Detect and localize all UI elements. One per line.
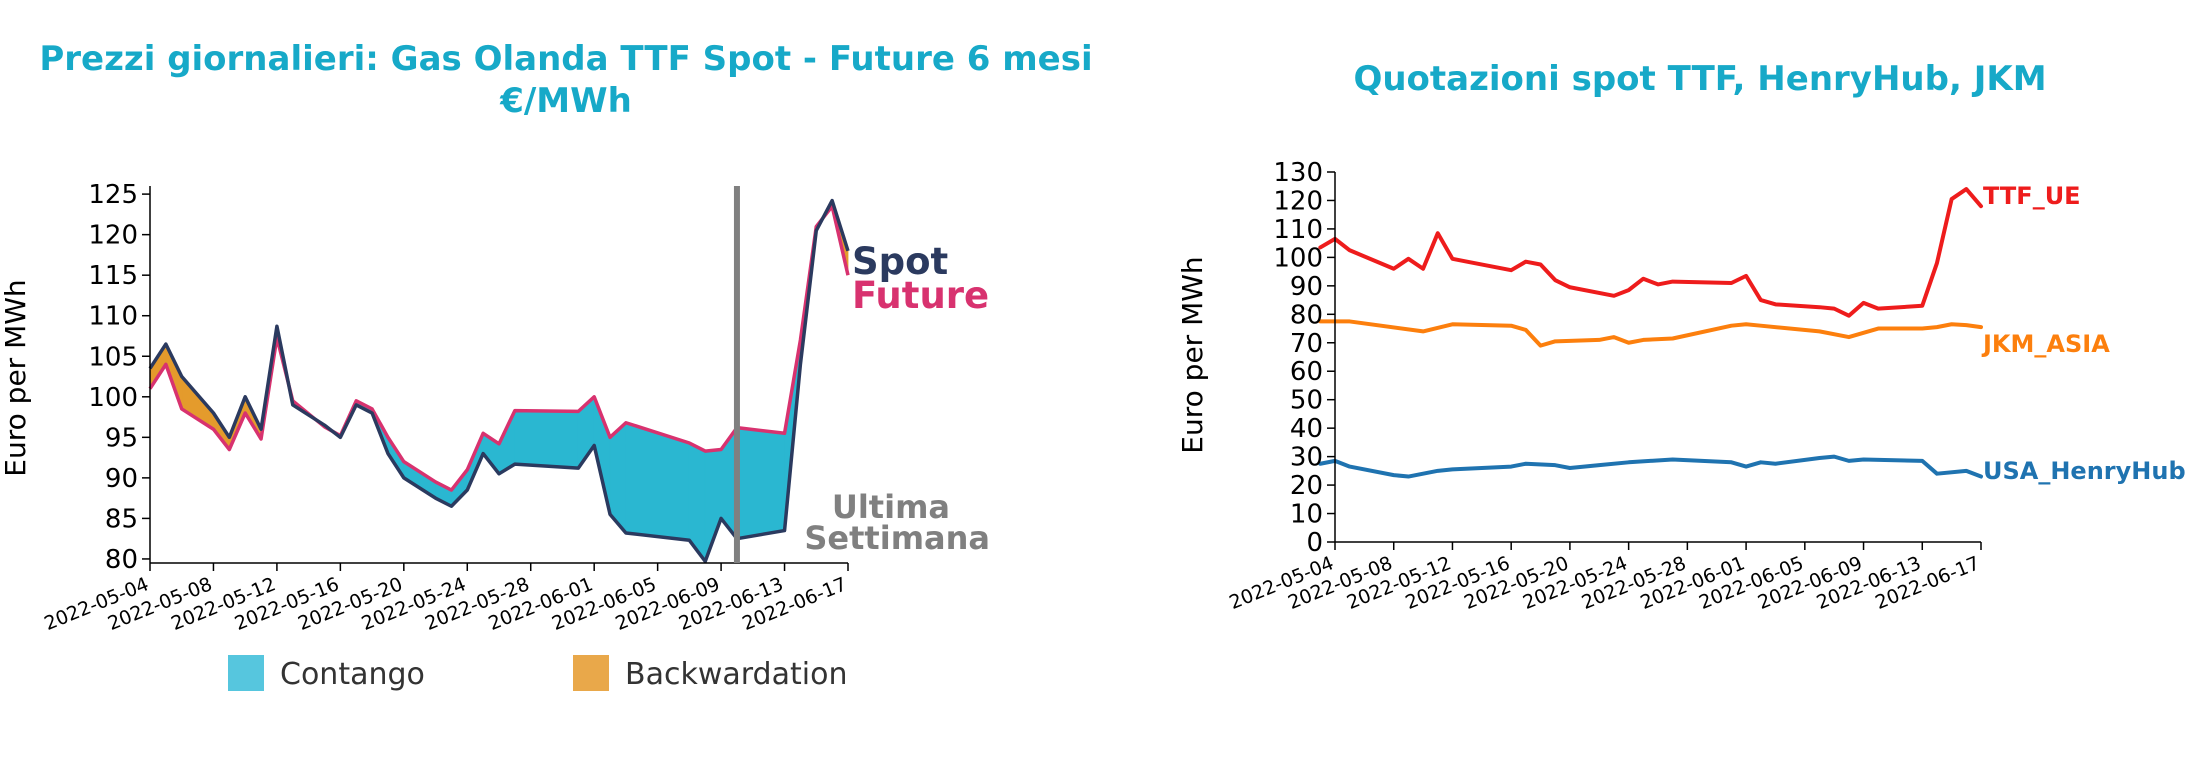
right-chart-y-tick-label: 120: [1273, 186, 1323, 216]
henryhub-line: [1318, 454, 1983, 479]
right-chart-y-tick-label: 110: [1273, 215, 1323, 245]
left-chart-y-tick-label: 115: [88, 261, 138, 291]
contango-area: [736, 427, 785, 540]
left-chart: Prezzi giornalieri: Gas Olanda TTF Spot …: [0, 39, 1093, 692]
spot-line: [148, 198, 850, 564]
left-chart-subtitle: €/MWh: [499, 81, 632, 121]
left-chart-x-axis: 2022-05-042022-05-082022-05-122022-05-16…: [41, 562, 850, 635]
right-chart-title: Quotazioni spot TTF, HenryHub, JKM: [1353, 59, 2046, 99]
right-chart-y-tick-label: 100: [1273, 243, 1323, 273]
series-label-henryhub: USA_HenryHub: [1983, 457, 2186, 485]
left-chart-y-tick-label: 125: [88, 180, 138, 210]
last-week-annotation-line1: Ultima: [832, 488, 950, 526]
left-chart-y-tick-label: 105: [88, 342, 138, 372]
left-chart-y-tick-label: 100: [88, 383, 138, 413]
right-chart-y-tick-label: 50: [1290, 386, 1323, 416]
right-chart: Quotazioni spot TTF, HenryHub, JKM Euro …: [1176, 59, 2186, 614]
last-week-annotation-line2: Settimana: [804, 519, 990, 557]
right-chart-y-tick-label: 90: [1290, 272, 1323, 302]
right-chart-y-tick-label: 130: [1273, 158, 1323, 188]
left-chart-ylabel: Euro per MWh: [0, 279, 32, 476]
right-chart-y-tick-label: 60: [1290, 357, 1323, 387]
left-chart-y-tick-label: 110: [88, 302, 138, 332]
right-chart-y-tick-label: 0: [1306, 528, 1323, 558]
right-chart-ylabel: Euro per MWh: [1176, 256, 1209, 453]
right-chart-x-axis: 2022-05-042022-05-082022-05-122022-05-16…: [1226, 541, 1983, 614]
legend-label-contango: Contango: [280, 657, 425, 692]
left-chart-y-tick-label: 90: [105, 464, 138, 494]
series-label-ttf: TTF_UE: [1983, 182, 2081, 210]
left-chart-y-tick-label: 95: [105, 423, 138, 453]
left-chart-lines: [148, 198, 850, 564]
left-chart-y-axis: 80 85 90 95 100 105 110 115 120 125: [88, 180, 151, 575]
left-chart-areas: [149, 200, 849, 563]
left-chart-y-tick-label: 80: [105, 545, 138, 575]
left-chart-y-tick-label: 120: [88, 221, 138, 251]
left-chart-y-tick-label: 85: [105, 504, 138, 534]
right-chart-y-tick-label: 30: [1290, 443, 1323, 473]
future-line: [148, 204, 850, 492]
series-label-future: Future: [852, 274, 989, 317]
right-chart-y-tick-label: 70: [1290, 329, 1323, 359]
right-chart-y-tick-label: 40: [1290, 414, 1323, 444]
legend-label-backwardation: Backwardation: [625, 657, 847, 692]
legend-swatch-backwardation: [573, 655, 609, 691]
right-chart-y-tick-label: 80: [1290, 300, 1323, 330]
series-label-spot: Spot: [852, 240, 948, 283]
legend-swatch-contango: [228, 655, 264, 691]
left-chart-title: Prezzi giornalieri: Gas Olanda TTF Spot …: [39, 39, 1092, 79]
series-label-jkm: JKM_ASIA: [1981, 330, 2110, 358]
right-chart-y-tick-label: 10: [1290, 500, 1323, 530]
right-chart-y-tick-label: 20: [1290, 471, 1323, 501]
ttf-line: [1318, 187, 1983, 318]
right-chart-lines: [1318, 187, 1983, 479]
jkm-line: [1318, 319, 1983, 348]
contango-area: [514, 410, 579, 469]
